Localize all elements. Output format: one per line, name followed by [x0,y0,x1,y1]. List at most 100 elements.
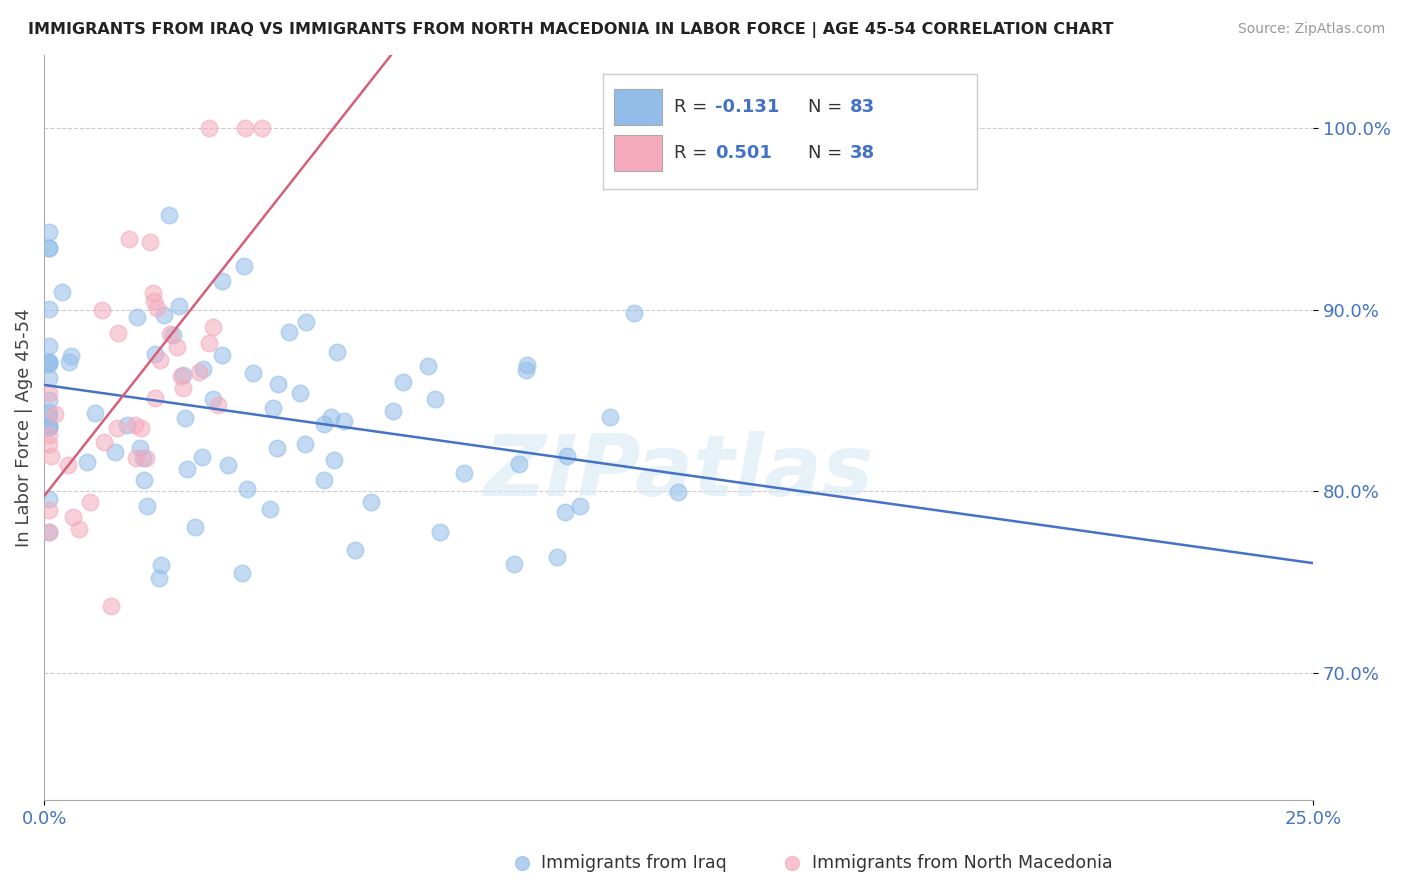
Point [381,404,404,418]
Point [58,355,80,369]
Point [288,386,311,401]
Point [149,353,172,368]
Point [93,434,115,449]
Point [139,235,162,249]
Point [128,441,150,455]
Point [60,349,83,363]
Point [83,405,105,419]
Point [266,441,288,455]
Point [149,558,172,572]
Point [554,505,576,519]
Point [184,520,207,534]
Point [38,302,60,317]
Point [38,491,60,506]
Point [319,410,342,425]
Point [38,524,60,539]
Point [314,417,336,431]
Point [231,566,253,580]
Point [142,285,165,300]
Point [76,455,98,469]
Text: Immigrants from North Macedonia: Immigrants from North Macedonia [811,854,1112,872]
Point [191,362,214,376]
Point [100,599,122,613]
Point [153,309,176,323]
Point [201,392,224,406]
Point [127,310,149,324]
Point [326,345,349,359]
Point [62,510,84,524]
Point [312,474,335,488]
Point [44,407,66,421]
Point [259,502,281,516]
Point [38,338,60,352]
Point [51,285,73,299]
Point [135,499,157,513]
Text: ZIPatlas: ZIPatlas [484,431,873,514]
Point [190,450,212,464]
Point [132,473,155,487]
Point [79,495,101,509]
Point [132,450,155,465]
Point [510,856,533,871]
Point [508,457,530,471]
Point [360,495,382,509]
Point [217,458,239,472]
Point [38,428,60,442]
Point [38,355,60,369]
Point [125,450,148,465]
Text: IMMIGRANTS FROM IRAQ VS IMMIGRANTS FROM NORTH MACEDONIA IN LABOR FORCE | AGE 45-: IMMIGRANTS FROM IRAQ VS IMMIGRANTS FROM … [28,22,1114,38]
Point [332,414,354,428]
Point [115,417,138,432]
Point [343,543,366,558]
Point [174,410,197,425]
Point [38,525,60,540]
Text: Source: ZipAtlas.com: Source: ZipAtlas.com [1237,22,1385,37]
Point [429,524,451,539]
Point [118,232,141,246]
Point [623,306,645,320]
Point [187,365,209,379]
Point [211,274,233,288]
Point [207,398,229,412]
Point [515,363,537,377]
Point [250,120,273,135]
Point [211,348,233,362]
Y-axis label: In Labor Force | Age 45-54: In Labor Force | Age 45-54 [15,309,32,547]
Point [169,368,191,383]
Point [198,335,221,350]
Point [172,368,194,383]
Point [392,375,415,389]
Point [143,347,166,361]
Point [172,381,194,395]
Point [569,500,592,514]
Point [38,386,60,401]
Point [38,241,60,255]
Point [148,571,170,585]
Point [295,315,318,329]
Point [198,120,221,135]
Point [38,358,60,372]
Point [242,366,264,380]
Point [167,299,190,313]
Point [166,340,188,354]
Point [56,458,79,472]
Point [782,856,804,871]
Point [146,301,169,315]
Point [162,328,184,343]
Point [278,325,301,339]
Point [453,466,475,480]
Point [236,483,259,497]
Point [38,409,60,424]
Point [107,326,129,340]
Point [38,437,60,451]
Point [666,485,689,500]
Point [555,449,578,463]
Point [502,557,524,571]
Point [157,208,180,222]
Point [39,450,62,464]
Point [201,319,224,334]
Point [90,302,112,317]
Point [38,419,60,434]
Point [176,462,198,476]
Point [129,421,152,435]
